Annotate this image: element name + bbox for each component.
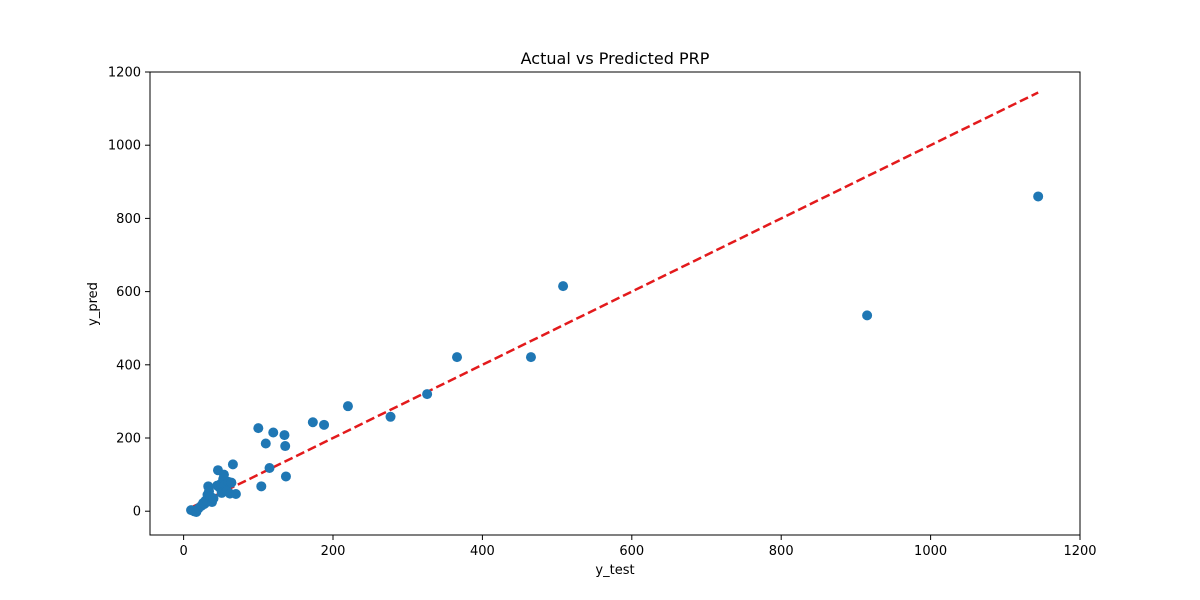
data-point [385, 411, 396, 422]
y-axis: 0 200 400 600 800 1000 1200 [108, 66, 150, 520]
y-axis-label: y_pred [86, 282, 101, 326]
data-point [279, 430, 290, 441]
x-tick-label: 1000 [914, 544, 947, 559]
data-point [230, 489, 241, 500]
y-tick-label: 200 [116, 432, 141, 447]
data-point [280, 471, 291, 482]
reference-line-group [190, 91, 1039, 509]
data-point [260, 438, 271, 449]
data-point [862, 310, 873, 321]
y-tick-label: 1200 [108, 66, 141, 81]
x-tick-label: 1200 [1063, 544, 1096, 559]
x-tick-label: 600 [619, 544, 644, 559]
data-point [319, 419, 330, 430]
y-tick-label: 600 [116, 285, 141, 300]
chart-title: Actual vs Predicted PRP [521, 49, 710, 68]
data-point [226, 477, 237, 488]
data-point [253, 423, 264, 434]
x-axis: 0 200 400 600 800 1000 1200 [179, 535, 1097, 559]
x-tick-label: 200 [321, 544, 346, 559]
data-point [307, 417, 318, 428]
x-tick-label: 400 [470, 544, 495, 559]
data-points [186, 191, 1044, 517]
data-point [218, 469, 229, 480]
data-point [268, 427, 279, 438]
data-point [422, 389, 433, 400]
x-tick-label: 0 [179, 544, 187, 559]
data-point [280, 441, 291, 452]
plot-area [149, 71, 1081, 536]
y-tick-label: 1000 [108, 139, 141, 154]
data-point [525, 352, 536, 363]
data-point [1033, 191, 1044, 202]
data-point [227, 459, 238, 470]
y-tick-label: 800 [116, 212, 141, 227]
y-tick-label: 0 [133, 505, 141, 520]
data-point [342, 401, 353, 412]
reference-line [190, 91, 1039, 509]
data-point [452, 352, 463, 363]
x-tick-label: 800 [769, 544, 794, 559]
data-point [208, 493, 219, 504]
data-point [256, 481, 267, 492]
data-point [264, 463, 275, 474]
data-point [558, 281, 569, 292]
x-axis-label: y_test [595, 563, 634, 578]
y-tick-label: 400 [116, 358, 141, 373]
plot-frame [149, 71, 1081, 536]
